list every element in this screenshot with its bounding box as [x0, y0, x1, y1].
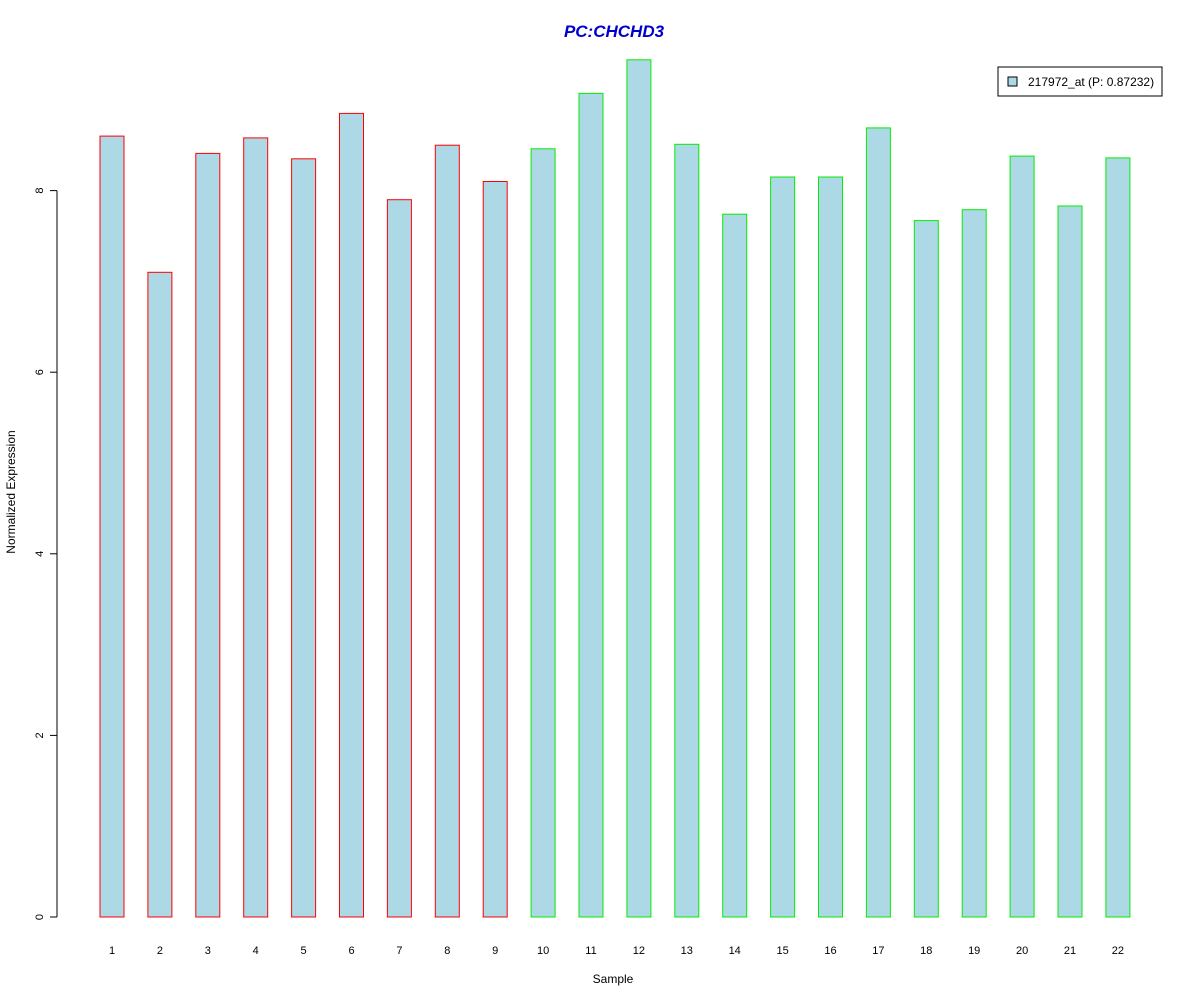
bar-sample-19 [961, 209, 987, 918]
bar-sample-9 [482, 181, 508, 918]
bar-sample-11 [578, 92, 604, 918]
bar-sample-21 [1057, 205, 1083, 918]
x-tick-label: 11 [585, 945, 596, 957]
x-tick-label: 12 [633, 945, 645, 957]
bar-sample-13 [674, 143, 700, 918]
legend-box [997, 66, 1163, 97]
bar-sample-18 [913, 220, 939, 918]
x-tick-label: 16 [824, 945, 836, 957]
x-tick-label: 3 [205, 945, 211, 957]
x-tick-label: 10 [537, 945, 549, 957]
bars-group [99, 59, 1131, 918]
bar-sample-12 [626, 59, 652, 918]
x-tick-label: 22 [1112, 945, 1124, 957]
bar-sample-8 [434, 144, 460, 918]
bar-sample-17 [865, 127, 891, 918]
bar-sample-4 [243, 137, 269, 918]
bar-sample-16 [818, 176, 843, 918]
x-tick-label: 5 [301, 945, 307, 957]
x-tick-label: 17 [872, 945, 884, 957]
x-tick-label: 1 [109, 945, 115, 957]
bar-sample-1 [99, 135, 125, 918]
x-tick-labels: 1 2 3 4 5 6 7 8 9 10 11 12 13 14 15 16 17 18 19 20 21 22 [109, 945, 1124, 957]
y-tick-label: 4 [34, 551, 46, 557]
x-tick-label: 8 [444, 945, 450, 957]
bar-sample-3 [195, 152, 221, 918]
y-axis-label: Normalized Expression [4, 430, 18, 553]
x-tick-label: 2 [157, 945, 163, 957]
chart-title: PC:CHCHD3 [564, 22, 665, 41]
x-tick-label: 18 [920, 945, 932, 957]
x-tick-label: 19 [968, 945, 980, 957]
y-axis: 0 2 4 6 8 [34, 188, 58, 920]
y-tick-label: 6 [34, 369, 46, 375]
x-tick-label: 9 [492, 945, 498, 957]
x-tick-label: 21 [1064, 945, 1076, 957]
bar-sample-20 [1009, 155, 1035, 918]
x-tick-label: 6 [348, 945, 354, 957]
bar-sample-22 [1105, 157, 1131, 918]
bar-sample-14 [722, 213, 748, 918]
x-tick-label: 14 [729, 945, 741, 957]
legend-swatch [1007, 76, 1018, 87]
legend: 217972_at (P: 0.87232) [997, 66, 1163, 97]
bar-sample-15 [770, 176, 796, 918]
x-tick-label: 7 [396, 945, 402, 957]
bar-sample-10 [530, 148, 556, 918]
bar-sample-5 [291, 158, 317, 918]
bar-sample-6 [339, 112, 364, 918]
x-tick-label: 15 [776, 945, 788, 957]
y-tick-label: 0 [34, 914, 46, 920]
y-tick-label: 8 [34, 188, 46, 194]
legend-label: 217972_at (P: 0.87232) [1028, 75, 1154, 89]
x-axis-label: Sample [593, 972, 634, 986]
y-tick-label: 2 [34, 732, 46, 738]
x-tick-label: 20 [1016, 945, 1028, 957]
x-tick-label: 4 [253, 945, 259, 957]
bar-sample-7 [386, 199, 412, 918]
x-tick-label: 13 [681, 945, 693, 957]
bar-sample-2 [147, 271, 173, 918]
